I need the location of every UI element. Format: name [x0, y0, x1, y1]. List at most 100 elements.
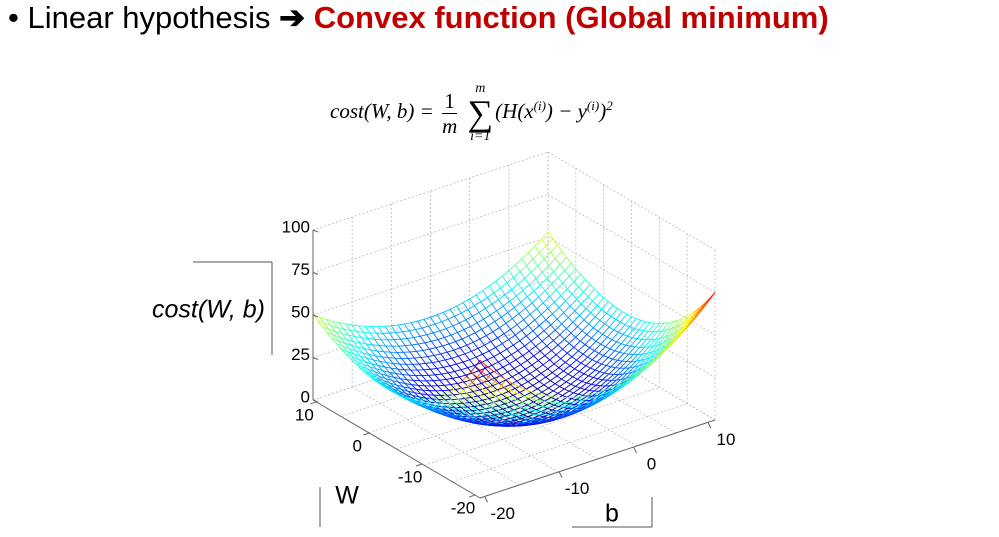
mesh-line — [452, 376, 460, 379]
mesh-line — [414, 392, 420, 398]
mesh-line — [596, 390, 604, 397]
mesh-line — [623, 377, 631, 382]
mesh-line — [618, 382, 626, 387]
mesh-line — [516, 319, 524, 325]
mesh-line — [482, 290, 488, 298]
mesh-line — [386, 362, 394, 364]
mesh-line — [586, 394, 592, 400]
mesh-line — [444, 399, 452, 405]
mesh-line — [528, 345, 536, 352]
mesh-line — [485, 386, 491, 392]
mesh-line — [646, 345, 655, 354]
mesh-line — [388, 384, 395, 388]
mesh-line — [493, 402, 501, 407]
mesh-line — [493, 399, 501, 403]
mesh-line — [464, 411, 472, 416]
mesh-line — [378, 375, 386, 379]
mesh-line — [375, 355, 382, 358]
mesh-line — [419, 336, 426, 344]
mesh-line — [476, 322, 483, 330]
z-tick-label: 50 — [291, 302, 310, 321]
mesh-line — [475, 356, 482, 364]
mesh-line — [676, 331, 682, 336]
mesh-line — [462, 404, 468, 408]
mesh-line — [594, 363, 602, 371]
mesh-line — [514, 264, 521, 272]
mesh-line — [625, 371, 633, 379]
mesh-line — [612, 385, 620, 391]
mesh-line — [531, 409, 538, 412]
mesh-line — [485, 308, 491, 316]
mesh-line — [502, 411, 510, 415]
mesh-line — [576, 291, 584, 300]
mesh-line — [503, 333, 510, 340]
mesh-line — [345, 323, 351, 331]
mesh-line — [616, 378, 622, 381]
mesh-line — [493, 292, 499, 300]
mesh-line — [397, 368, 405, 371]
mesh-line — [573, 346, 579, 352]
mesh-line — [570, 378, 578, 385]
mesh-line — [485, 335, 492, 342]
mesh-line — [469, 359, 475, 366]
mesh-line — [421, 402, 429, 407]
mesh-line — [513, 277, 519, 285]
mesh-line — [408, 330, 415, 338]
mesh-line — [614, 386, 622, 392]
mesh-line — [391, 380, 397, 386]
mesh-line — [591, 401, 599, 405]
mesh-line — [602, 326, 610, 335]
mesh-line — [393, 339, 400, 347]
mesh-line — [656, 342, 664, 351]
mesh-line — [609, 384, 615, 387]
mesh-line — [332, 320, 340, 324]
mesh-line — [376, 368, 383, 372]
mesh-line — [664, 328, 672, 338]
mesh-line — [582, 284, 591, 293]
mesh-line — [680, 321, 686, 326]
mesh-line — [626, 354, 634, 362]
mesh-line — [570, 326, 578, 334]
mesh-line — [505, 323, 511, 330]
mesh-line — [516, 324, 523, 331]
mesh-line — [422, 348, 430, 351]
mesh-line — [540, 421, 548, 424]
mesh-line — [547, 308, 553, 315]
mesh-line — [497, 405, 504, 410]
mesh-line — [406, 379, 412, 385]
mesh-line — [410, 320, 418, 324]
mesh-line — [590, 392, 598, 395]
mesh-line — [425, 402, 433, 408]
w-tick — [415, 463, 423, 467]
mesh-line — [549, 354, 557, 361]
mesh-line — [425, 363, 431, 370]
mesh-line — [442, 390, 448, 396]
mesh-line — [653, 344, 659, 347]
mesh-line — [668, 339, 677, 347]
mesh-line — [533, 413, 540, 416]
mesh-line — [555, 250, 563, 259]
mesh-line — [376, 377, 384, 382]
mesh-line — [529, 368, 537, 374]
mesh-line — [444, 359, 451, 367]
mesh-line — [450, 383, 458, 385]
mesh-line — [660, 340, 668, 349]
mesh-line — [496, 310, 502, 318]
mesh-line — [461, 335, 469, 340]
mesh-line — [610, 308, 618, 317]
mesh-line — [503, 393, 511, 398]
mesh-line — [628, 346, 636, 355]
mesh-line — [655, 330, 663, 340]
mesh-line — [404, 345, 411, 353]
mesh-line — [364, 326, 371, 334]
mesh-line — [527, 290, 535, 298]
mesh-line — [490, 392, 496, 397]
mesh-line — [565, 376, 574, 383]
mesh-line — [604, 372, 610, 375]
mesh-line — [465, 372, 473, 376]
mesh-line — [454, 371, 460, 378]
mesh-line — [465, 376, 473, 383]
mesh-line — [504, 358, 510, 364]
mesh-line — [500, 411, 508, 415]
mesh-line — [380, 373, 386, 379]
